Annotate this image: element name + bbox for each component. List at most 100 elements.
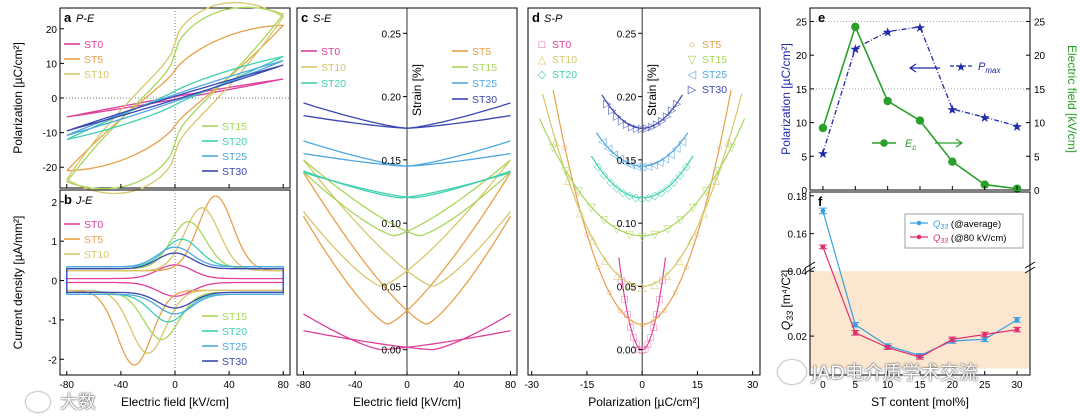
panel-b-xtick-label: 0	[172, 380, 178, 391]
sp-fit-st20	[590, 155, 694, 199]
panel-c-ylabel: Strain [%]	[410, 64, 424, 116]
panel-a-ytick-label: 20	[46, 25, 58, 36]
sp-marker-st20: ◇	[676, 170, 685, 182]
panel-b-legend-label: ST20	[222, 326, 247, 338]
sp-marker-st20: ◇	[682, 161, 691, 173]
panel-f-upper-ytick-label: 0.16	[788, 230, 808, 241]
sp-marker-st30: ▷	[603, 98, 612, 110]
panel-d-legend-label: ST15	[702, 54, 727, 66]
sp-marker-st20: ◇	[625, 190, 634, 202]
panel-f-ylabel: Q33 [m⁴/C²]	[779, 270, 795, 331]
watermark-left: 大数	[60, 392, 96, 413]
sp-marker-st5: ○	[639, 319, 646, 331]
sp-marker-st5: ○	[661, 305, 668, 317]
q33-point	[1014, 317, 1020, 323]
sp-marker-st10: △	[724, 136, 733, 148]
sp-marker-st5: ○	[584, 229, 591, 241]
panel-a-ylabel: Polarization [µC/cm²]	[11, 42, 25, 154]
panel-d-ytick-label: 0.20	[617, 93, 637, 104]
sp-marker-st15: ▽	[549, 142, 558, 154]
je-loop-st25	[66, 246, 284, 315]
pmax-legend-marker: ★	[956, 60, 967, 74]
sp-marker-st10: △	[613, 270, 622, 282]
sp-marker-st20: ◇	[638, 193, 647, 205]
panel-d-legend-label: ST5	[702, 39, 721, 51]
panel-a-legend-label: ST15	[222, 121, 247, 133]
sp-marker-st0: □	[659, 275, 666, 287]
sp-marker-st20: ◇	[644, 192, 653, 204]
sp-marker-st25: ◁	[661, 153, 670, 165]
panel-f-legend-marker	[916, 234, 922, 240]
panel-e-right-ytick-label: 10	[1034, 119, 1046, 130]
panel-b-legend-label: ST30	[222, 356, 247, 368]
sp-marker-st30: ▷	[633, 123, 642, 135]
panel-a-ytick-label: 10	[46, 59, 58, 70]
sp-marker-st0: □	[650, 322, 657, 334]
panel-b-ytick-label: -2	[48, 355, 57, 366]
panel-e-right-ytick-label: 25	[1034, 17, 1046, 28]
q33-point	[1014, 327, 1020, 333]
panel-e-right-ytick-label: 20	[1034, 51, 1046, 62]
sp-marker-st15: ▽	[587, 202, 596, 214]
sp-marker-st0: □	[656, 294, 663, 306]
panel-f-xtick-label: 20	[947, 380, 959, 391]
q33-point	[885, 345, 891, 350]
panel-c-xlabel: Electric field [kV/cm]	[353, 395, 461, 409]
sp-marker-st25: ◁	[672, 143, 681, 155]
sp-marker-st20: ◇	[657, 187, 666, 199]
sp-marker-st5: ○	[716, 142, 723, 154]
sp-marker-st20: ◇	[594, 161, 603, 173]
panel-b-legend-label: ST10	[84, 249, 109, 261]
sp-marker-st25: ◁	[598, 136, 607, 148]
pmax-legend-label: Pmax	[978, 61, 1001, 75]
panel-b-ytick-label: 1	[51, 237, 57, 248]
panel-d-legend-marker: ○	[689, 39, 696, 51]
pmax-point: ★	[914, 20, 926, 35]
se-branch-st20	[303, 170, 511, 199]
sp-marker-st5: ○	[595, 262, 602, 274]
sp-marker-st30: ▷	[623, 119, 632, 131]
panel-c-legend-label: ST10	[321, 62, 346, 74]
sp-marker-st20: ◇	[600, 170, 609, 182]
sp-marker-st30: ▷	[643, 123, 652, 135]
panel-f-lower-ytick-label: 0.04	[788, 267, 808, 278]
panel-c-legend-label: ST30	[472, 94, 497, 106]
panel-d-legend-label: ST0	[552, 39, 571, 51]
sp-marker-st15: ▽	[714, 166, 723, 178]
ec-point	[883, 96, 892, 106]
panel-c-legend-label: ST15	[472, 62, 497, 74]
panel-d-legend-label: ST25	[702, 69, 727, 81]
sp-marker-st5: ○	[617, 305, 624, 317]
sp-marker-st15: ▽	[702, 186, 711, 198]
ec-legend-label: Ec	[905, 138, 916, 152]
panel-d-ytick-label: 0.05	[617, 282, 637, 293]
panel-d-letter: d	[532, 10, 540, 25]
panel-b-legend-label: ST25	[222, 341, 247, 353]
panel-c-legend-label: ST0	[321, 46, 340, 58]
panel-a-legend-label: ST5	[84, 54, 103, 66]
sp-marker-st30: ▷	[638, 123, 647, 135]
sp-marker-st30: ▷	[663, 110, 672, 122]
sp-marker-st0: □	[627, 322, 634, 334]
sp-marker-st10: △	[663, 270, 672, 282]
sp-marker-st5: ○	[628, 316, 635, 328]
panel-a-ytick-label: 0	[51, 94, 57, 105]
panel-e-left-ytick-label: 25	[796, 17, 808, 28]
panel-d-legend-label: ST20	[552, 69, 577, 81]
sp-fit-st25	[595, 132, 689, 167]
sp-marker-st0: □	[621, 294, 628, 306]
ec-point	[915, 116, 925, 125]
sp-marker-st25: ◁	[621, 157, 630, 169]
panel-b-ytick-label: 0	[51, 277, 57, 288]
sp-marker-st10: △	[712, 174, 721, 186]
panel-c-xtick-label: 0	[404, 380, 410, 391]
sp-marker-st20: ◇	[613, 182, 622, 194]
panel-f-xtick-label: 15	[914, 380, 926, 391]
sp-marker-st25: ◁	[604, 143, 613, 155]
q33-point	[820, 244, 826, 250]
panel-d-ylabel: Strain [%]	[645, 64, 659, 116]
panel-b-xtick-label: 40	[224, 380, 236, 391]
panel-e-letter: e	[818, 10, 825, 25]
sp-marker-st10: △	[588, 234, 597, 246]
